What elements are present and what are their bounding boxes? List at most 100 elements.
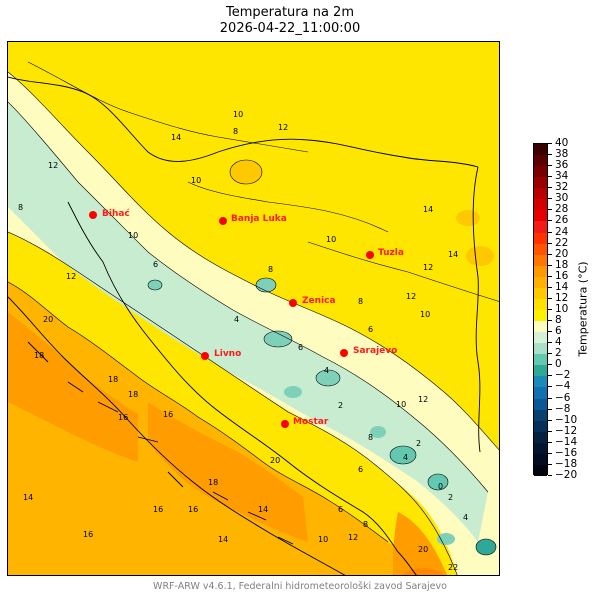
- contour-label: 20: [270, 456, 280, 465]
- contour-label: 8: [368, 433, 373, 442]
- contour-label: 12: [278, 123, 288, 132]
- map-canvas: 14 12 10 8 10 12 14 12 10 8 6 4 6 8 10 1…: [8, 42, 499, 575]
- city-marker-zenica: [289, 299, 297, 307]
- contour-label: 4: [324, 366, 329, 375]
- contour-label: 18: [128, 390, 138, 399]
- colorbar-tick-label: 6: [555, 325, 562, 338]
- contour-label: 10: [233, 110, 243, 119]
- colorbar-tick-mark: [548, 220, 552, 222]
- colorbar-tick-label: −18: [555, 457, 578, 470]
- colorbar-segment: [534, 298, 547, 311]
- colorbar-tick-mark: [548, 375, 552, 377]
- colorbar-tick-mark: [548, 320, 552, 322]
- colorbar-tick-label: 36: [555, 159, 569, 172]
- colorbar-tick-mark: [548, 419, 552, 421]
- colorbar-segment: [534, 354, 547, 366]
- contour-label: 8: [363, 520, 368, 529]
- contour-label: 16: [188, 505, 198, 514]
- colorbar-tick-mark: [548, 143, 552, 144]
- borders: [8, 76, 481, 575]
- colorbar-tick-label: 4: [555, 336, 562, 349]
- colorbar-tick-label: 30: [555, 192, 569, 205]
- contour-label: 14: [448, 250, 458, 259]
- warm-patch: [456, 210, 480, 226]
- contour-label: 20: [418, 545, 428, 554]
- footer-credit: WRF-ARW v4.6.1, Federalni hidrometeorolo…: [153, 581, 447, 592]
- city-marker-sarajevo: [340, 349, 348, 357]
- warm-patch: [466, 246, 494, 266]
- colorbar-tick-label: 2: [555, 347, 562, 360]
- contour-label: 2: [448, 493, 453, 502]
- colorbar-tick-label: −10: [555, 413, 578, 426]
- contour-label: 2: [416, 439, 421, 448]
- cold-pocket: [370, 426, 386, 438]
- contour-label: 8: [18, 203, 23, 212]
- contour-label: 12: [66, 272, 76, 281]
- colorbar-segment: [534, 409, 547, 422]
- city-marker-bihac: [89, 211, 97, 219]
- colorbar-tick-mark: [548, 286, 552, 288]
- colorbar-segment: [534, 321, 547, 333]
- colorbar-segment: [534, 310, 547, 322]
- colorbar-segment: [534, 188, 547, 200]
- colorbar-segment: [534, 232, 547, 245]
- cold-pocket: [476, 539, 496, 555]
- colorbar-tick-label: 26: [555, 214, 569, 227]
- city-label-tuzla: Tuzla: [378, 248, 404, 258]
- contour-label: 10: [128, 231, 138, 240]
- contour-label: 12: [418, 395, 428, 404]
- colorbar-tick-mark: [548, 430, 552, 432]
- contour-label: 6: [338, 505, 343, 514]
- contour-label: 16: [163, 410, 173, 419]
- contour-label: 6: [298, 343, 303, 352]
- colorbar-tick-mark: [548, 264, 552, 266]
- city-label-livno: Livno: [214, 349, 242, 359]
- contour-label: 12: [423, 263, 433, 272]
- contour-label: 16: [83, 530, 93, 539]
- colorbar-tick-label: 24: [555, 225, 569, 238]
- contour-label-group: 14 12 10 8 10 12 14 12 10 8 6 4 6 8 10 1…: [18, 110, 468, 572]
- colorbar-segment: [534, 431, 547, 444]
- contour-label: 6: [368, 325, 373, 334]
- colorbar-tick-label: 32: [555, 181, 569, 194]
- contour-label: 14: [423, 205, 433, 214]
- contour-lines: [8, 61, 499, 575]
- chart-subtitle: 2026-04-22_11:00:00: [219, 21, 361, 36]
- coastal-warm-zone: [8, 312, 138, 462]
- contour-label: 8: [268, 265, 273, 274]
- colorbar-segment: [534, 243, 547, 256]
- city-marker-tuzla: [366, 251, 374, 259]
- contour-label: 12: [48, 161, 58, 170]
- contour-label: 10: [420, 310, 430, 319]
- colorbar-tick-label: 16: [555, 269, 569, 282]
- colorbar-tick-mark: [548, 386, 552, 388]
- colorbar-tick-label: 34: [555, 170, 569, 183]
- colorbar-tick-mark: [548, 242, 552, 244]
- colorbar-segment: [534, 254, 547, 267]
- mountain-zone: [8, 102, 488, 542]
- cold-pocket: [390, 446, 416, 464]
- colorbar: [533, 143, 548, 477]
- colorbar-tick-label: −14: [555, 435, 578, 448]
- contour-label: 10: [191, 176, 201, 185]
- sea-zone: [8, 282, 422, 575]
- colorbar-segment: [534, 210, 547, 222]
- colorbar-tick-label: −6: [555, 391, 571, 404]
- colorbar-tick-mark: [548, 275, 552, 277]
- warm-patch: [230, 160, 262, 184]
- colorbar-tick-mark: [548, 187, 552, 189]
- colorbar-segment: [534, 287, 547, 300]
- colorbar-segment: [534, 398, 547, 411]
- contour-label: 10: [326, 235, 336, 244]
- colorbar-tick-mark: [548, 463, 552, 465]
- contour-label: 4: [403, 453, 408, 462]
- colorbar-tick-label: −20: [555, 469, 578, 481]
- contour-label: 2: [338, 401, 343, 410]
- cold-pocket: [428, 474, 448, 490]
- colorbar-tick-mark: [548, 209, 552, 211]
- cold-pocket: [264, 331, 292, 347]
- colorbar-segment: [534, 155, 547, 167]
- colorbar-tick-mark: [548, 309, 552, 310]
- colorbar-tick-mark: [548, 342, 552, 344]
- colorbar-tick-mark: [548, 198, 552, 200]
